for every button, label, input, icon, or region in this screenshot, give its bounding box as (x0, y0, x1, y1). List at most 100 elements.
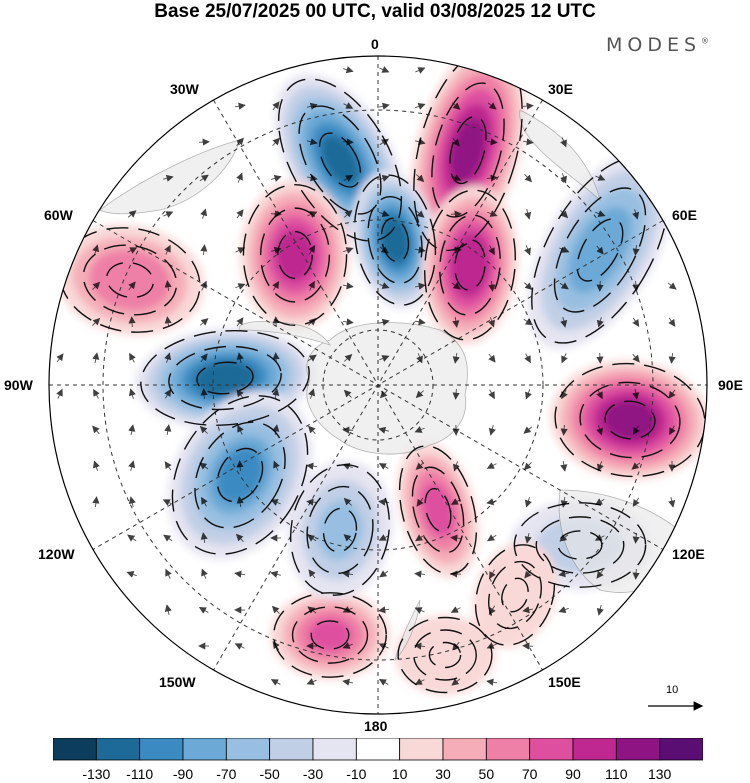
wind-arrow (488, 353, 496, 363)
wind-arrow (200, 244, 208, 256)
wind-arrow (92, 460, 100, 471)
wind-arrow (489, 569, 496, 580)
wind-arrow (632, 317, 640, 327)
wind-arrow (486, 642, 497, 649)
wind-arrow (378, 463, 389, 470)
wind-arrow (163, 174, 174, 182)
wind-arrow (522, 102, 534, 110)
wind-arrow (271, 605, 280, 614)
new-zealand (394, 599, 421, 662)
wind-arrow (560, 460, 568, 472)
wind-arrow (379, 174, 390, 182)
streamline (310, 620, 350, 650)
wind-arrow (164, 280, 172, 292)
wind-arrow (668, 497, 676, 508)
wind-arrow (632, 388, 640, 400)
wind-arrow (201, 568, 208, 579)
streamline (322, 507, 358, 553)
streamline (380, 217, 410, 263)
wind-arrow (198, 607, 209, 614)
wind-arrow (343, 389, 352, 398)
wind-arrow (342, 642, 353, 649)
wind-arrow (164, 461, 172, 471)
wind-arrow (236, 496, 244, 508)
wind-arrow (237, 424, 244, 435)
wind-arrow (272, 424, 280, 435)
streamline (488, 560, 542, 630)
streamline (397, 616, 493, 694)
wind-arrow (162, 499, 173, 506)
colorbar-tick-label: 70 (521, 766, 538, 782)
wind-arrow (343, 247, 354, 254)
wind-arrow (595, 174, 606, 181)
streamline (513, 502, 647, 588)
wind-arrow (92, 244, 100, 255)
wind-arrow (594, 534, 605, 541)
anomaly-contour (277, 231, 313, 279)
wind-arrow (415, 390, 424, 399)
streamline (413, 56, 523, 252)
wind-arrow (379, 138, 389, 146)
wind-arrow (236, 172, 243, 183)
lon-label-150w: 150W (159, 674, 196, 690)
wind-arrow (451, 102, 461, 110)
modes-logo: MODES® (606, 34, 710, 56)
wind-arrow (450, 606, 461, 613)
colorbar-tick-label: 130 (647, 766, 672, 782)
wind-arrow (56, 388, 63, 399)
wind-arrow (344, 209, 353, 218)
wind-arrow (236, 209, 244, 219)
wind-arrow (306, 498, 318, 506)
wind-arrow (450, 498, 461, 505)
streamline (277, 230, 313, 280)
streamline (242, 183, 348, 327)
wind-arrow (164, 316, 172, 328)
wind-arrow (342, 138, 354, 146)
colorbar-tick-label: -10 (346, 766, 367, 782)
wind-arrow (597, 461, 604, 472)
lon-label-150e: 150E (548, 674, 581, 690)
wind-arrow (343, 102, 354, 109)
wind-arrow (488, 605, 496, 615)
wind-arrow (452, 641, 460, 651)
anomaly-contour (101, 259, 159, 301)
wind-arrow (307, 534, 317, 542)
chart-title: Base 25/07/2025 00 UTC, valid 03/08/2025… (154, 1, 596, 22)
wind-arrow (452, 352, 460, 364)
wind-arrow (342, 318, 354, 326)
wind-arrow (668, 317, 676, 327)
wind-arrow (270, 570, 281, 578)
wind-arrow (200, 532, 208, 544)
wind-arrow (199, 174, 209, 182)
wind-arrow (272, 137, 281, 146)
colorbar-tick-label: 30 (435, 766, 451, 782)
wind-arrow (596, 317, 604, 328)
wind-arrow (632, 497, 640, 507)
wind-arrow (163, 211, 174, 218)
wind-arrow (415, 103, 426, 110)
wind-arrow (379, 102, 390, 110)
wind-arrow (272, 280, 280, 291)
wind-arrow (379, 390, 388, 399)
wind-arrow (378, 643, 389, 650)
colorbar-tick-label: -30 (302, 766, 324, 782)
positive-anomaly (270, 590, 390, 680)
colorbar-swatch (572, 738, 617, 761)
wind-arrow (524, 353, 531, 364)
wind-arrow (632, 568, 640, 580)
wind-arrow (559, 246, 570, 253)
wind-arrow (127, 210, 137, 218)
wind-arrow (308, 388, 316, 399)
wind-arrow (378, 426, 389, 434)
wind-arrow (272, 388, 280, 399)
wind-arrow (306, 462, 318, 470)
wind-arrow (92, 352, 100, 363)
wind-arrow (379, 355, 390, 362)
wind-arrow (632, 425, 640, 435)
wind-arrow (523, 426, 533, 434)
wind-arrow (344, 353, 353, 362)
wind-arrow (272, 101, 280, 111)
wind-arrow (560, 173, 567, 184)
colorbar-tick-label: -50 (259, 766, 280, 782)
wind-arrow (594, 498, 605, 506)
